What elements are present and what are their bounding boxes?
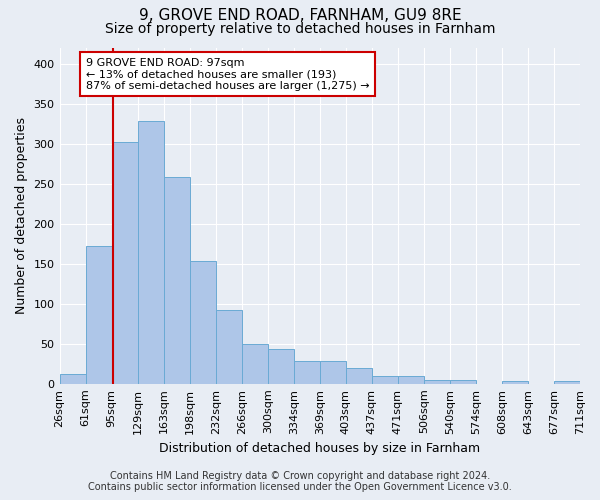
Bar bbox=[424, 380, 450, 384]
Bar bbox=[59, 374, 86, 384]
Bar bbox=[450, 380, 476, 384]
Bar bbox=[164, 177, 190, 384]
X-axis label: Distribution of detached houses by size in Farnham: Distribution of detached houses by size … bbox=[159, 442, 481, 455]
Bar bbox=[137, 121, 164, 384]
Text: 9, GROVE END ROAD, FARNHAM, GU9 8RE: 9, GROVE END ROAD, FARNHAM, GU9 8RE bbox=[139, 8, 461, 22]
Bar bbox=[346, 368, 372, 384]
Y-axis label: Number of detached properties: Number of detached properties bbox=[15, 117, 28, 314]
Bar bbox=[86, 246, 112, 384]
Bar bbox=[502, 382, 528, 384]
Bar bbox=[215, 310, 242, 384]
Text: Size of property relative to detached houses in Farnham: Size of property relative to detached ho… bbox=[105, 22, 495, 36]
Bar bbox=[242, 344, 268, 384]
Bar bbox=[398, 376, 424, 384]
Bar bbox=[294, 362, 320, 384]
Bar bbox=[112, 142, 137, 384]
Bar bbox=[554, 382, 580, 384]
Text: 9 GROVE END ROAD: 97sqm
← 13% of detached houses are smaller (193)
87% of semi-d: 9 GROVE END ROAD: 97sqm ← 13% of detache… bbox=[86, 58, 369, 91]
Bar bbox=[268, 348, 294, 384]
Text: Contains HM Land Registry data © Crown copyright and database right 2024.
Contai: Contains HM Land Registry data © Crown c… bbox=[88, 471, 512, 492]
Bar bbox=[372, 376, 398, 384]
Bar bbox=[320, 362, 346, 384]
Bar bbox=[190, 262, 215, 384]
